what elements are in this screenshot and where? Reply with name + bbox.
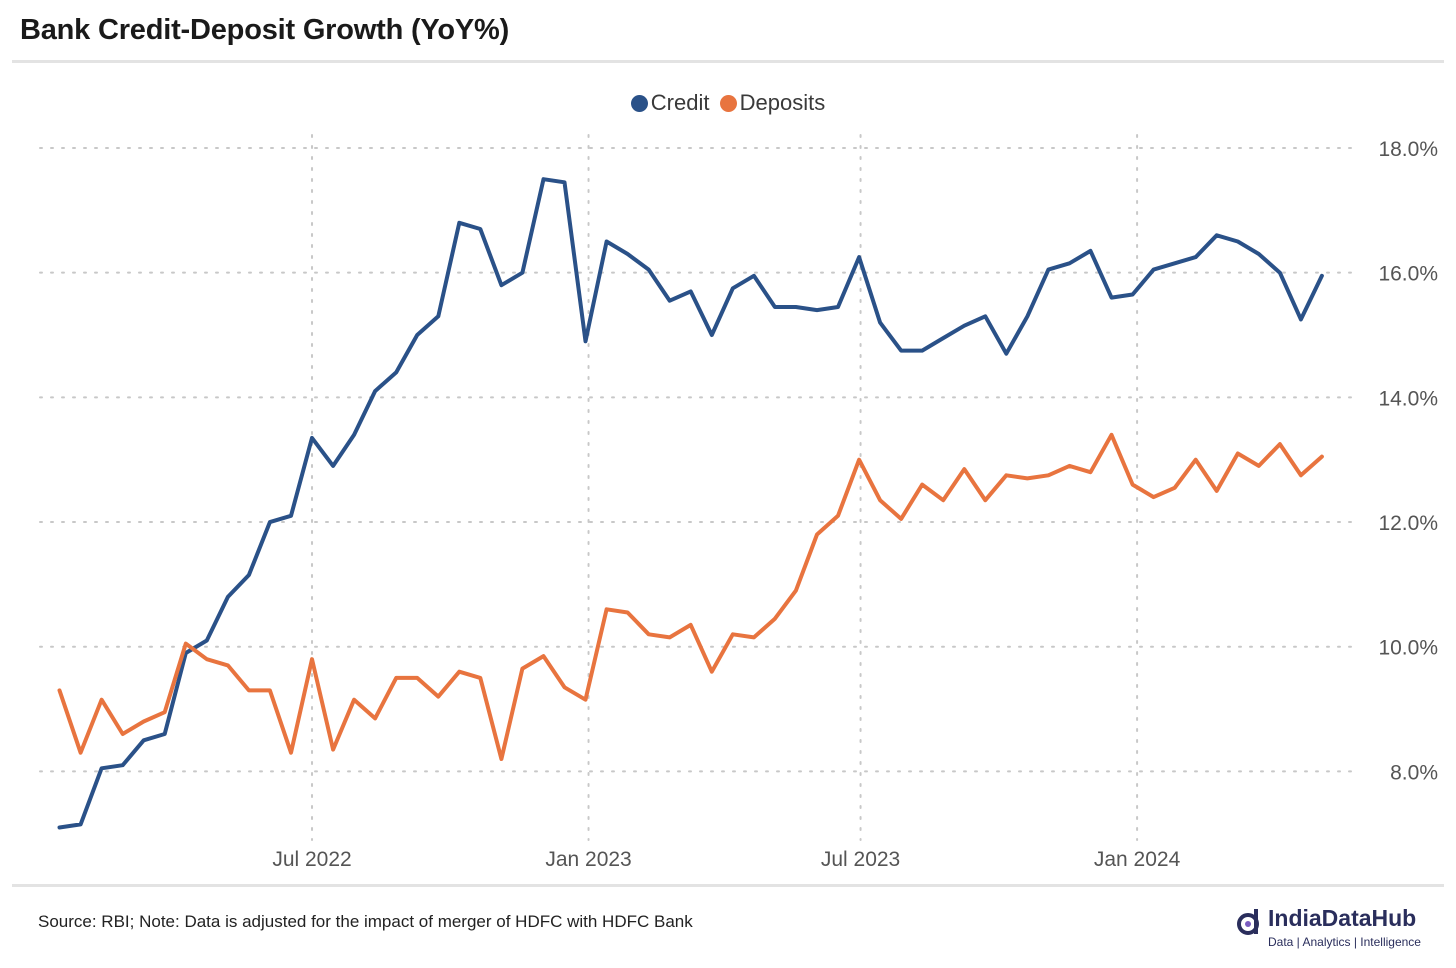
source-note: Source: RBI; Note: Data is adjusted for … xyxy=(38,912,693,931)
legend-item-credit: Credit xyxy=(630,90,710,116)
brand-logo: IndiaDataHub Data | Analytics | Intellig… xyxy=(1236,905,1446,955)
y-tick-label: 14.0% xyxy=(1378,387,1438,410)
legend-marker-deposits xyxy=(719,94,737,112)
y-tick-label: 8.0% xyxy=(1390,761,1438,784)
legend-marker-credit xyxy=(630,94,648,112)
logo-tagline: Data | Analytics | Intelligence xyxy=(1268,935,1421,949)
y-tick-label: 10.0% xyxy=(1378,637,1438,660)
y-axis-ticks: 8.0% 10.0% 12.0% 14.0% 16.0% 18.0% xyxy=(1378,138,1438,784)
x-tick-label: Jul 2023 xyxy=(821,848,900,871)
y-tick-label: 18.0% xyxy=(1378,138,1438,161)
legend-label-deposits: Deposits xyxy=(739,90,826,115)
x-axis-ticks: Jul 2022 Jan 2023 Jul 2023 Jan 2024 xyxy=(272,848,1180,871)
credit-line xyxy=(57,177,1324,830)
chart-title: Bank Credit-Deposit Growth (YoY%) xyxy=(20,14,510,46)
chart-legend: Credit Deposits xyxy=(0,90,1456,118)
x-tick-label: Jan 2023 xyxy=(545,848,631,871)
y-tick-label: 16.0% xyxy=(1378,263,1438,286)
top-divider xyxy=(12,60,1444,63)
y-tick-label: 12.0% xyxy=(1378,512,1438,535)
legend-item-deposits: Deposits xyxy=(719,90,826,116)
bottom-divider xyxy=(12,884,1444,887)
logo-name: IndiaDataHub xyxy=(1268,905,1417,931)
gridlines xyxy=(39,134,1356,841)
x-tick-label: Jul 2022 xyxy=(272,848,351,871)
x-tick-label: Jan 2024 xyxy=(1094,848,1181,871)
series-lines xyxy=(57,177,1324,830)
legend-label-credit: Credit xyxy=(650,90,710,115)
logo-icon xyxy=(1237,909,1259,935)
deposits-line xyxy=(57,432,1324,761)
